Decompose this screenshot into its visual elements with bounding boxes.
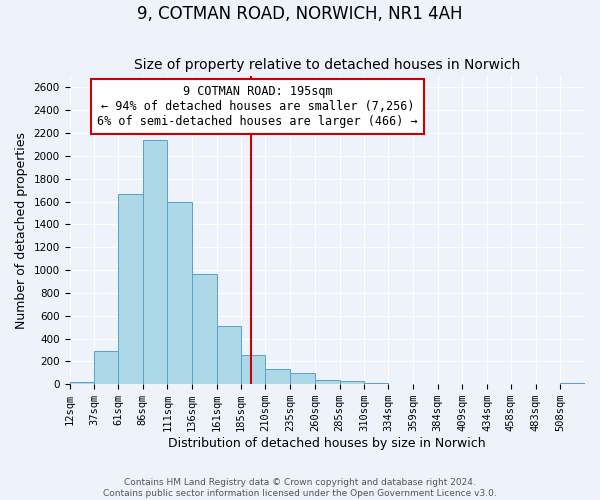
Bar	[290, 373, 315, 384]
Bar	[192, 274, 217, 384]
Title: Size of property relative to detached houses in Norwich: Size of property relative to detached ho…	[134, 58, 520, 72]
Bar	[560, 383, 585, 384]
Bar	[265, 370, 290, 384]
Bar	[340, 382, 364, 384]
Bar	[364, 383, 388, 384]
Bar	[143, 140, 167, 384]
Text: 9 COTMAN ROAD: 195sqm
← 94% of detached houses are smaller (7,256)
6% of semi-de: 9 COTMAN ROAD: 195sqm ← 94% of detached …	[97, 85, 418, 128]
Text: Contains HM Land Registry data © Crown copyright and database right 2024.
Contai: Contains HM Land Registry data © Crown c…	[103, 478, 497, 498]
X-axis label: Distribution of detached houses by size in Norwich: Distribution of detached houses by size …	[169, 437, 486, 450]
Bar	[167, 202, 192, 384]
Bar	[94, 350, 118, 384]
Bar	[241, 355, 265, 384]
Y-axis label: Number of detached properties: Number of detached properties	[15, 132, 28, 328]
Bar	[217, 326, 241, 384]
Bar	[315, 380, 340, 384]
Bar	[70, 382, 94, 384]
Text: 9, COTMAN ROAD, NORWICH, NR1 4AH: 9, COTMAN ROAD, NORWICH, NR1 4AH	[137, 5, 463, 23]
Bar	[118, 194, 143, 384]
